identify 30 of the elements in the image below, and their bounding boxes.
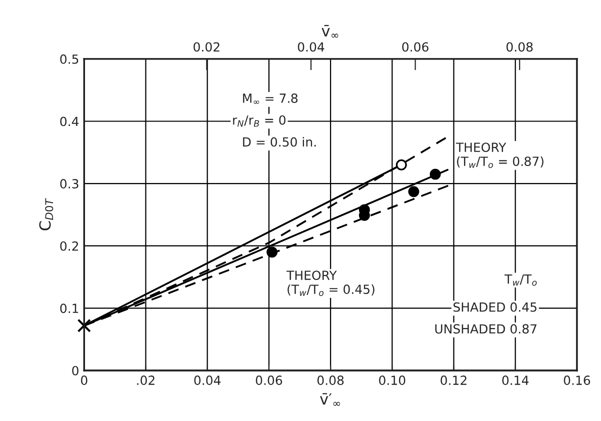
annotation: SHADED 0.45 — [454, 302, 536, 312]
y-axis-title: C$_{D0T}$ — [39, 198, 54, 230]
y-tick-label: 0 — [72, 366, 78, 376]
x-tick-label: 0.08 — [317, 376, 344, 386]
x-tick-label: 0.12 — [440, 376, 466, 386]
annotation: r$_{N}$/r$_{B}$ = 0 — [233, 115, 286, 127]
x-axis-title: v̄′$_{∞}$ — [320, 393, 340, 406]
annotation: T$_{w}$/T$_{o}$ — [504, 274, 537, 286]
y-tick-label: 0.5 — [60, 54, 78, 64]
x2-tick-label: 0.04 — [298, 42, 324, 52]
x2-tick-label: 0.06 — [402, 42, 428, 52]
annotation: D = 0.50 in. — [243, 137, 316, 147]
x2-tick-label: 0.08 — [506, 42, 533, 52]
x-tick-label: 0 — [80, 376, 88, 386]
x2-axis-title: v̄$_{∞}$ — [322, 24, 338, 38]
annotation: M$_{∞}$ = 7.8 — [243, 94, 298, 104]
x2-tick-label: 0.02 — [194, 42, 220, 52]
x-tick-label: 0.04 — [194, 376, 221, 386]
x-tick-label: 0.14 — [502, 376, 529, 386]
annotation: THEORY (T$_{w}$/T$_{o}$ = 0.45) — [286, 270, 374, 296]
x-tick-label: 0.16 — [564, 376, 590, 386]
y-tick-label: 0.2 — [60, 241, 78, 251]
x-tick-label: .02 — [137, 376, 154, 386]
y-tick-label: 0.3 — [60, 179, 78, 188]
annotation: UNSHADED 0.87 — [435, 324, 536, 334]
y-tick-label: 0.4 — [60, 116, 79, 126]
x-tick-label: 0.10 — [379, 376, 406, 386]
y-tick-label: 0.1 — [60, 304, 78, 314]
x-tick-label: 0.06 — [256, 376, 282, 386]
annotation: THEORY (T$_{w}$/T$_{o}$ = 0.87) — [456, 142, 544, 168]
